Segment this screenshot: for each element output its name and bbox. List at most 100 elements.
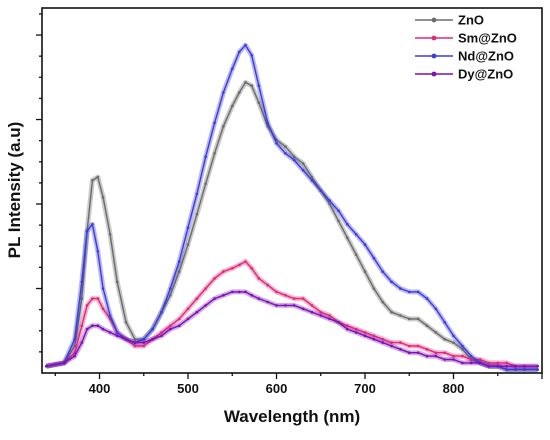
data-point xyxy=(354,253,358,256)
data-point xyxy=(186,317,190,321)
data-point xyxy=(169,324,172,328)
series-zno xyxy=(45,79,539,373)
data-point xyxy=(425,324,429,328)
data-point xyxy=(195,297,199,300)
data-point xyxy=(514,364,517,368)
data-point xyxy=(213,297,216,300)
data-point xyxy=(231,67,234,71)
data-point xyxy=(310,179,314,182)
data-point xyxy=(469,354,473,358)
data-point xyxy=(461,361,464,365)
data-point xyxy=(443,358,447,361)
legend-swatch-marker xyxy=(431,17,437,23)
data-point xyxy=(151,337,154,341)
data-point xyxy=(250,84,253,87)
data-point xyxy=(496,361,500,365)
data-point xyxy=(275,141,278,145)
data-point xyxy=(346,324,349,328)
data-point xyxy=(319,310,323,314)
data-point xyxy=(381,300,385,304)
data-point xyxy=(292,297,296,300)
data-point xyxy=(292,155,296,158)
legend-item: ZnO xyxy=(415,13,484,28)
data-point xyxy=(250,266,253,270)
legend-item: Dy@ZnO xyxy=(415,67,513,82)
data-point xyxy=(80,341,84,344)
data-point xyxy=(443,337,447,341)
data-point xyxy=(381,270,385,273)
data-point xyxy=(151,327,154,331)
data-point xyxy=(346,223,349,226)
data-point xyxy=(354,233,358,236)
data-point xyxy=(301,168,305,172)
x-tick-label: 700 xyxy=(354,381,376,396)
data-point xyxy=(238,50,241,54)
data-point xyxy=(505,368,508,371)
y-axis-label: PL Intensity (a.u) xyxy=(5,122,24,259)
legend-label: Dy@ZnO xyxy=(458,67,513,82)
data-point xyxy=(91,297,94,300)
data-point xyxy=(169,294,172,297)
data-point xyxy=(478,358,482,361)
series-dy-at-zno xyxy=(45,289,539,369)
legend-swatch-marker xyxy=(431,35,437,41)
data-point xyxy=(452,341,455,344)
data-point xyxy=(73,337,76,341)
data-point xyxy=(238,91,241,94)
data-point xyxy=(45,364,48,368)
data-point xyxy=(514,368,517,371)
data-point xyxy=(275,304,278,307)
data-point xyxy=(496,364,500,368)
data-point xyxy=(250,294,253,297)
data-point xyxy=(96,250,100,253)
series-line xyxy=(46,81,538,371)
data-point xyxy=(372,334,376,338)
data-point xyxy=(310,304,314,307)
data-point xyxy=(204,182,207,185)
data-point xyxy=(284,304,287,307)
data-point xyxy=(222,125,225,128)
data-point xyxy=(108,314,112,317)
data-point xyxy=(390,344,393,348)
data-point xyxy=(91,179,94,182)
data-point xyxy=(425,354,429,358)
x-tick-label: 500 xyxy=(177,381,199,396)
data-point xyxy=(523,368,526,371)
data-point xyxy=(275,290,278,294)
data-point xyxy=(372,337,376,341)
data-point xyxy=(177,324,181,328)
data-point xyxy=(257,277,261,280)
data-point xyxy=(96,175,100,179)
data-point xyxy=(231,104,234,108)
data-point xyxy=(408,344,411,348)
data-point xyxy=(96,297,100,300)
data-point xyxy=(416,317,420,321)
data-point xyxy=(416,290,420,294)
data-point xyxy=(250,54,253,57)
data-point xyxy=(284,294,287,297)
data-point xyxy=(301,307,305,311)
data-point xyxy=(354,331,358,334)
data-point xyxy=(363,243,367,246)
data-point xyxy=(390,341,393,344)
data-point xyxy=(337,219,340,223)
data-point xyxy=(399,348,402,351)
data-point xyxy=(133,337,137,341)
legend-swatch-marker xyxy=(431,53,437,59)
data-point xyxy=(381,337,385,341)
data-point xyxy=(301,162,305,165)
data-point xyxy=(195,212,199,216)
data-point xyxy=(363,270,367,273)
data-point xyxy=(115,280,119,284)
data-point xyxy=(452,354,455,358)
data-point xyxy=(124,337,128,341)
data-point xyxy=(452,358,455,361)
data-point xyxy=(142,344,146,348)
data-point xyxy=(399,287,402,290)
data-point xyxy=(124,321,128,324)
data-point xyxy=(266,300,270,304)
data-point xyxy=(434,331,438,334)
data-point xyxy=(372,287,376,290)
data-point xyxy=(222,270,225,273)
data-point xyxy=(91,324,94,328)
